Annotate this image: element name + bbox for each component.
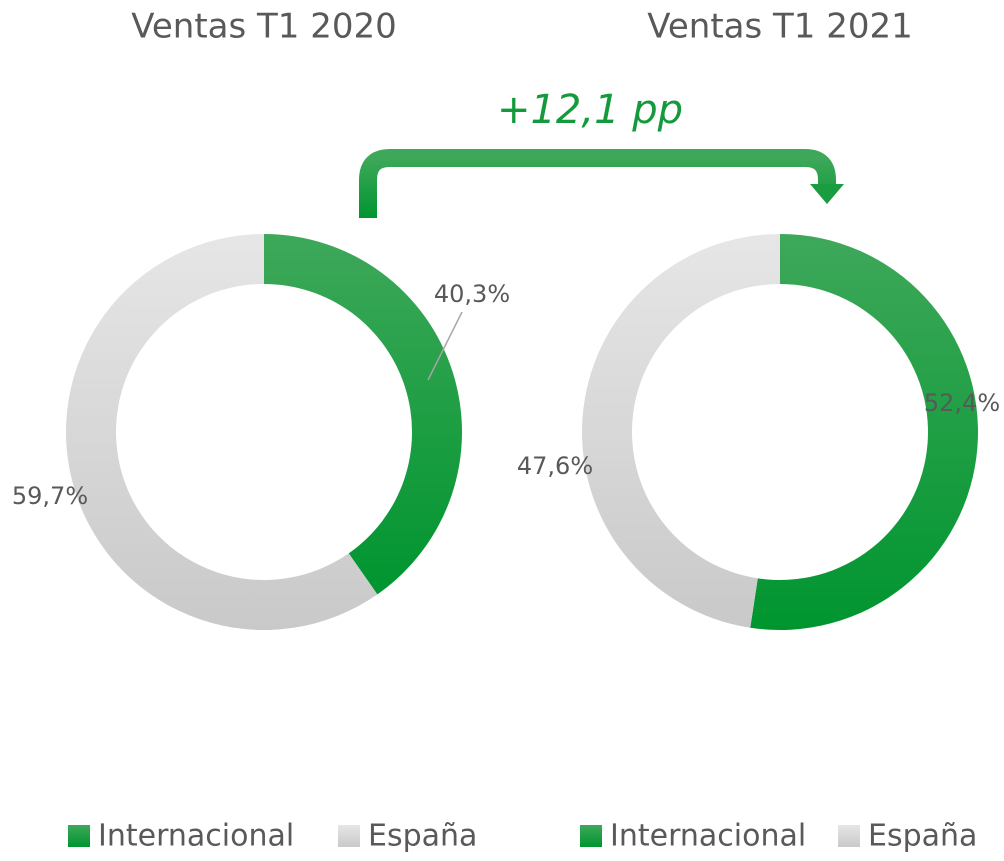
data-label: 40,3% (434, 280, 510, 308)
legend-swatch (338, 825, 360, 847)
legend-label: España (368, 819, 477, 854)
legend-swatch (68, 825, 90, 847)
data-label: 59,7% (12, 482, 88, 510)
donut-segment (750, 234, 978, 631)
legend-swatch (580, 825, 602, 847)
arrow-head (810, 184, 844, 204)
annotation: +12,1 pp (497, 87, 683, 133)
chart-title: Ventas T1 2020 (131, 7, 397, 47)
donut-segment (264, 234, 463, 595)
legend-label: España (868, 819, 977, 854)
data-label: 52,4% (924, 389, 1000, 417)
chart-title: Ventas T1 2021 (647, 7, 913, 47)
donut-segment (66, 234, 378, 630)
legend-swatch (838, 825, 860, 847)
legend-label: Internacional (98, 819, 294, 854)
arrow (359, 149, 836, 218)
legend-label: Internacional (610, 819, 806, 854)
data-label: 47,6% (517, 452, 593, 480)
leader-line (427, 311, 463, 381)
donut-segment (581, 234, 780, 628)
